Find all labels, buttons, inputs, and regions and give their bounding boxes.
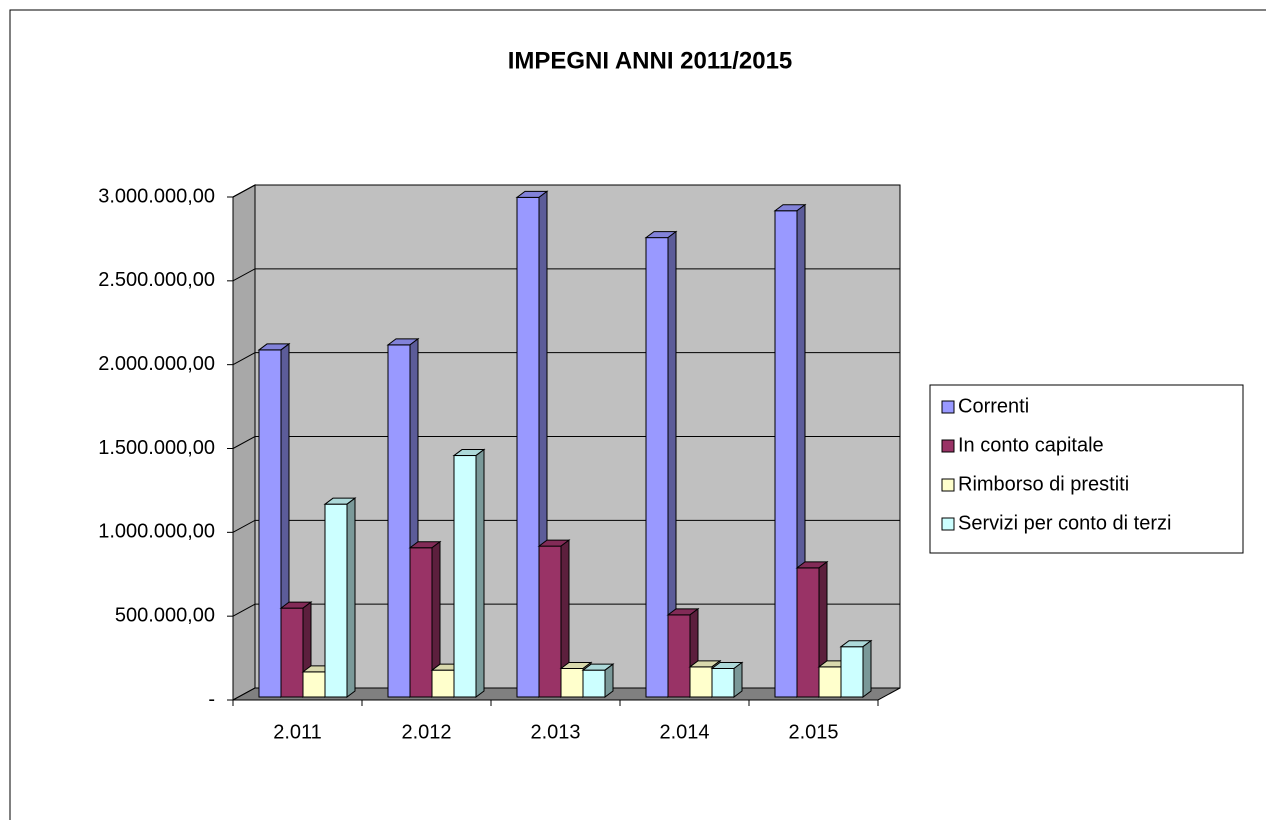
- bar: [645, 237, 669, 698]
- y-tick-label: 1.000.000,00: [98, 521, 215, 543]
- bar: [516, 196, 540, 698]
- bar: [667, 614, 691, 698]
- bar-side: [733, 661, 743, 698]
- grid-line: [232, 268, 900, 282]
- bar: [818, 666, 842, 698]
- y-tick-label: -: [208, 688, 215, 710]
- grid-line: [232, 603, 900, 617]
- bar-side: [475, 448, 485, 698]
- bar: [258, 349, 282, 698]
- bar-side: [346, 497, 356, 698]
- bar: [560, 667, 584, 698]
- y-tick-label: 500.000,00: [115, 604, 215, 626]
- bar: [796, 567, 820, 698]
- x-tick-label: 2.014: [659, 721, 709, 743]
- legend-label: In conto capitale: [958, 434, 1104, 456]
- legend-swatch: [941, 400, 955, 414]
- legend-label: Servizi per conto di terzi: [958, 512, 1171, 534]
- x-tick-label: 2.013: [530, 721, 580, 743]
- grid-line: [232, 519, 900, 533]
- bar: [711, 667, 735, 698]
- legend-label: Rimborso di prestiti: [958, 473, 1129, 495]
- bar: [582, 669, 606, 698]
- bar: [689, 666, 713, 698]
- bar: [840, 646, 864, 698]
- bar: [280, 607, 304, 698]
- bar: [431, 669, 455, 698]
- bar: [774, 210, 798, 698]
- legend-label: Correnti: [958, 395, 1029, 417]
- x-tick-label: 2.015: [788, 721, 838, 743]
- chart-title: IMPEGNI ANNI 2011/2015: [508, 47, 793, 74]
- bar: [387, 344, 411, 698]
- x-tick-label: 2.012: [401, 721, 451, 743]
- grid-line: [232, 184, 900, 198]
- bar: [302, 671, 326, 698]
- legend-swatch: [941, 517, 955, 531]
- bar-side: [604, 663, 614, 698]
- bar: [409, 547, 433, 698]
- legend-swatch: [941, 478, 955, 492]
- grid-line: [232, 436, 900, 449]
- y-tick-label: 1.500.000,00: [98, 437, 215, 459]
- bar: [538, 545, 562, 698]
- legend-swatch: [941, 439, 955, 453]
- y-tick-label: 3.000.000,00: [98, 185, 215, 207]
- legend-box: [929, 384, 1244, 554]
- x-tick-label: 2.011: [273, 721, 322, 743]
- grid-line: [232, 352, 900, 366]
- bar-side: [862, 639, 872, 698]
- y-tick-label: 2.000.000,00: [98, 353, 215, 375]
- bar: [453, 455, 477, 698]
- y-tick-label: 2.500.000,00: [98, 269, 215, 291]
- bar: [324, 503, 348, 698]
